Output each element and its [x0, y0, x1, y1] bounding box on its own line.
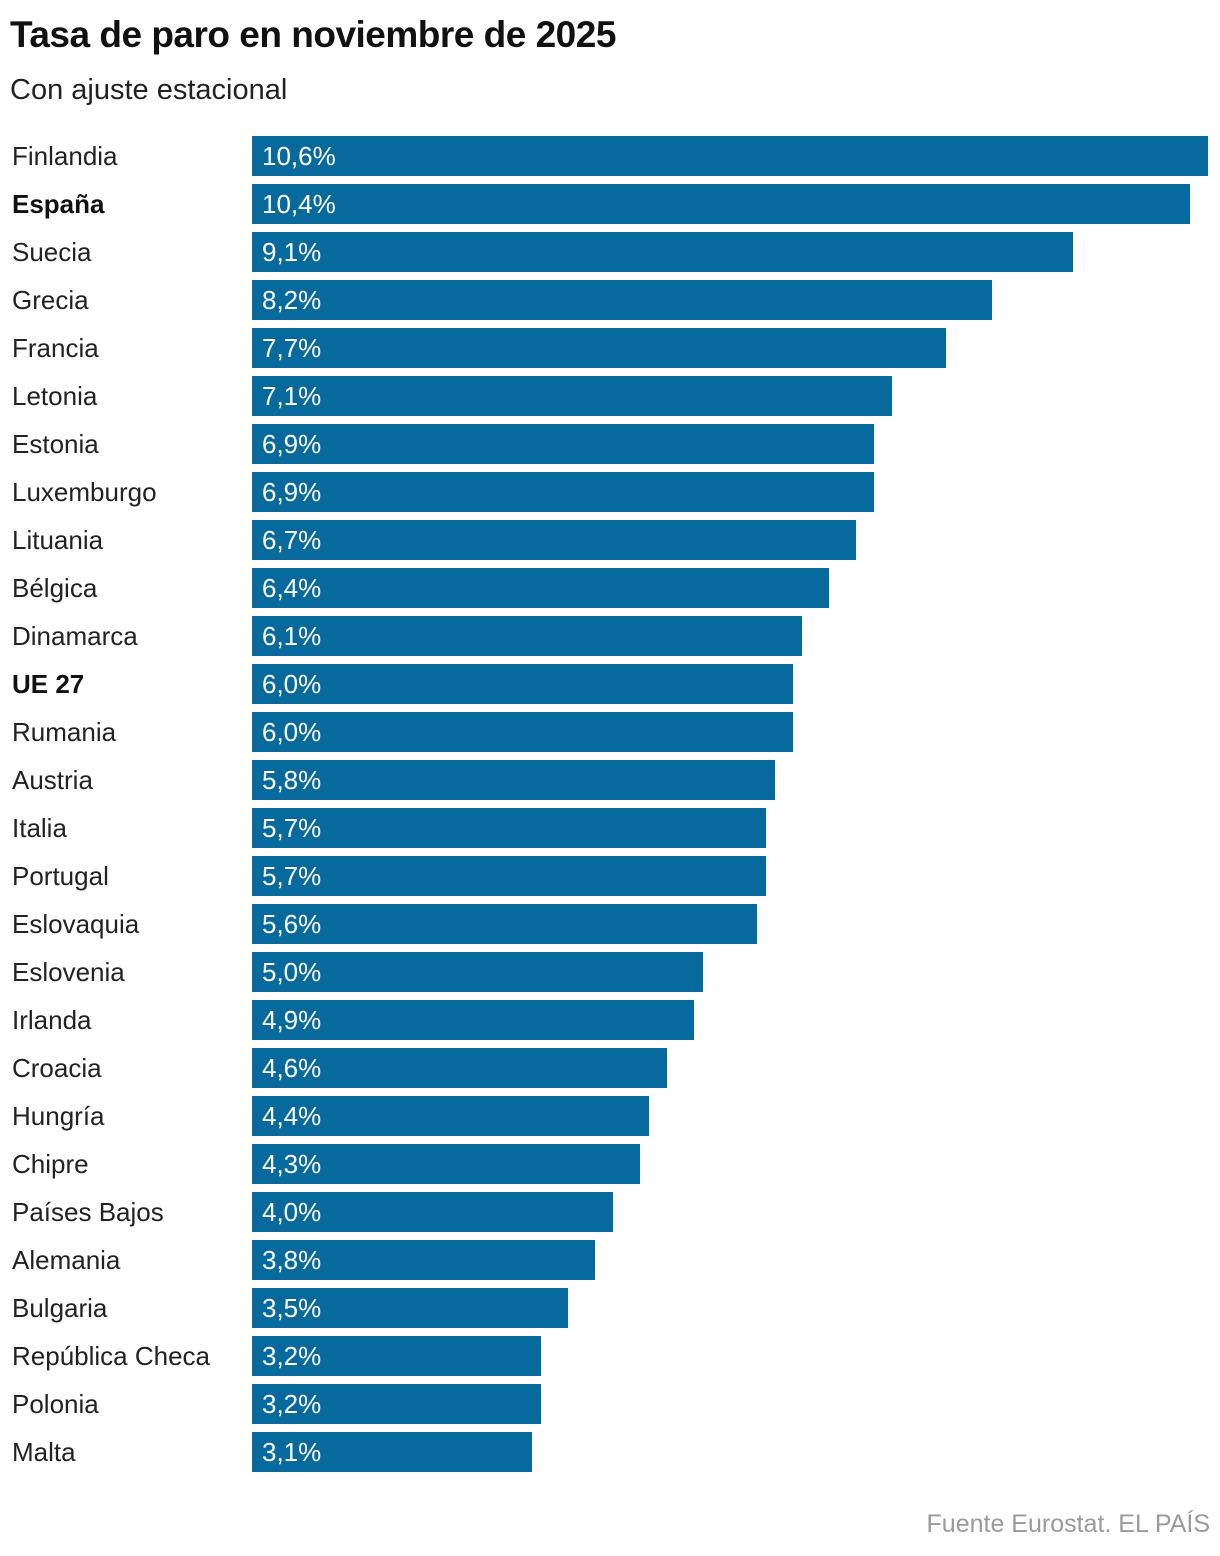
- category-label: Italia: [12, 813, 67, 843]
- bar: [252, 808, 767, 848]
- bar: [252, 520, 857, 560]
- bar: [252, 136, 1208, 176]
- source-note: Fuente Eurostat. EL PAÍS: [926, 1510, 1210, 1538]
- bar: [252, 1432, 532, 1472]
- bar: [252, 1048, 667, 1088]
- bar-value-label: 4,4%: [262, 1101, 322, 1131]
- bar-value-label: 10,4%: [262, 189, 336, 219]
- bar-value-label: 6,4%: [262, 573, 322, 603]
- category-label: Suecia: [12, 237, 92, 267]
- bar: [252, 1144, 640, 1184]
- bar-value-label: 5,6%: [262, 909, 322, 939]
- bar: [252, 376, 893, 416]
- bar: [252, 760, 776, 800]
- category-label: Estonia: [12, 429, 99, 459]
- bar-value-label: 5,8%: [262, 765, 322, 795]
- bar-value-label: 6,0%: [262, 669, 322, 699]
- bar: [252, 1240, 595, 1280]
- category-label: Lituania: [12, 525, 104, 555]
- bar: [252, 1096, 649, 1136]
- bar-value-label: 8,2%: [262, 285, 322, 315]
- category-label: Hungría: [12, 1101, 105, 1131]
- bar-value-label: 6,9%: [262, 477, 322, 507]
- bar: [252, 1192, 613, 1232]
- category-label: Polonia: [12, 1389, 99, 1419]
- category-label: República Checa: [12, 1341, 211, 1371]
- category-label: Dinamarca: [12, 621, 138, 651]
- chart-title: Tasa de paro en noviembre de 2025: [10, 14, 616, 55]
- bar: [252, 184, 1190, 224]
- bar-value-label: 3,1%: [262, 1437, 322, 1467]
- bar: [252, 616, 803, 656]
- category-label: Irlanda: [12, 1005, 92, 1035]
- bar: [252, 952, 703, 992]
- bar: [252, 424, 875, 464]
- bar: [252, 280, 992, 320]
- category-label: España: [12, 189, 105, 219]
- bar-value-label: 4,6%: [262, 1053, 322, 1083]
- category-label: Letonia: [12, 381, 98, 411]
- category-label: Alemania: [12, 1245, 121, 1275]
- bar-value-label: 4,9%: [262, 1005, 322, 1035]
- category-label: Grecia: [12, 285, 89, 315]
- category-label: Austria: [12, 765, 93, 795]
- bar: [252, 1288, 568, 1328]
- bar-value-label: 6,0%: [262, 717, 322, 747]
- category-label: Eslovenia: [12, 957, 125, 987]
- category-label: Portugal: [12, 861, 109, 891]
- bar: [252, 328, 947, 368]
- bar-value-label: 7,1%: [262, 381, 322, 411]
- category-label: Rumania: [12, 717, 117, 747]
- bar-value-label: 5,7%: [262, 813, 322, 843]
- bar-value-label: 3,2%: [262, 1389, 322, 1419]
- bar-value-label: 6,1%: [262, 621, 322, 651]
- bar: [252, 904, 758, 944]
- chart-subtitle: Con ajuste estacional: [10, 74, 288, 106]
- bar: [252, 856, 767, 896]
- bar-value-label: 4,0%: [262, 1197, 322, 1227]
- category-label: Luxemburgo: [12, 477, 157, 507]
- bar-value-label: 5,7%: [262, 861, 322, 891]
- bar: [252, 1000, 694, 1040]
- bar: [252, 712, 794, 752]
- bar-value-label: 6,9%: [262, 429, 322, 459]
- bar: [252, 1384, 541, 1424]
- bar-value-label: 7,7%: [262, 333, 322, 363]
- category-label: Chipre: [12, 1149, 89, 1179]
- category-label: Finlandia: [12, 141, 118, 171]
- bar: [252, 664, 794, 704]
- category-label: Eslovaquia: [12, 909, 140, 939]
- category-label: Países Bajos: [12, 1197, 164, 1227]
- bar-value-label: 9,1%: [262, 237, 322, 267]
- category-label: Croacia: [12, 1053, 102, 1083]
- bar: [252, 472, 875, 512]
- bar: [252, 568, 830, 608]
- bar-value-label: 6,7%: [262, 525, 322, 555]
- bar-value-label: 10,6%: [262, 141, 336, 171]
- bar-value-label: 3,2%: [262, 1341, 322, 1371]
- category-label: UE 27: [12, 669, 85, 699]
- bar-value-label: 5,0%: [262, 957, 322, 987]
- category-label: Bélgica: [12, 573, 98, 603]
- bar: [252, 1336, 541, 1376]
- bar-value-label: 4,3%: [262, 1149, 322, 1179]
- bar-value-label: 3,5%: [262, 1293, 322, 1323]
- bar-value-label: 3,8%: [262, 1245, 322, 1275]
- category-label: Francia: [12, 333, 99, 363]
- category-label: Malta: [12, 1437, 76, 1467]
- category-label: Bulgaria: [12, 1293, 108, 1323]
- bar: [252, 232, 1073, 272]
